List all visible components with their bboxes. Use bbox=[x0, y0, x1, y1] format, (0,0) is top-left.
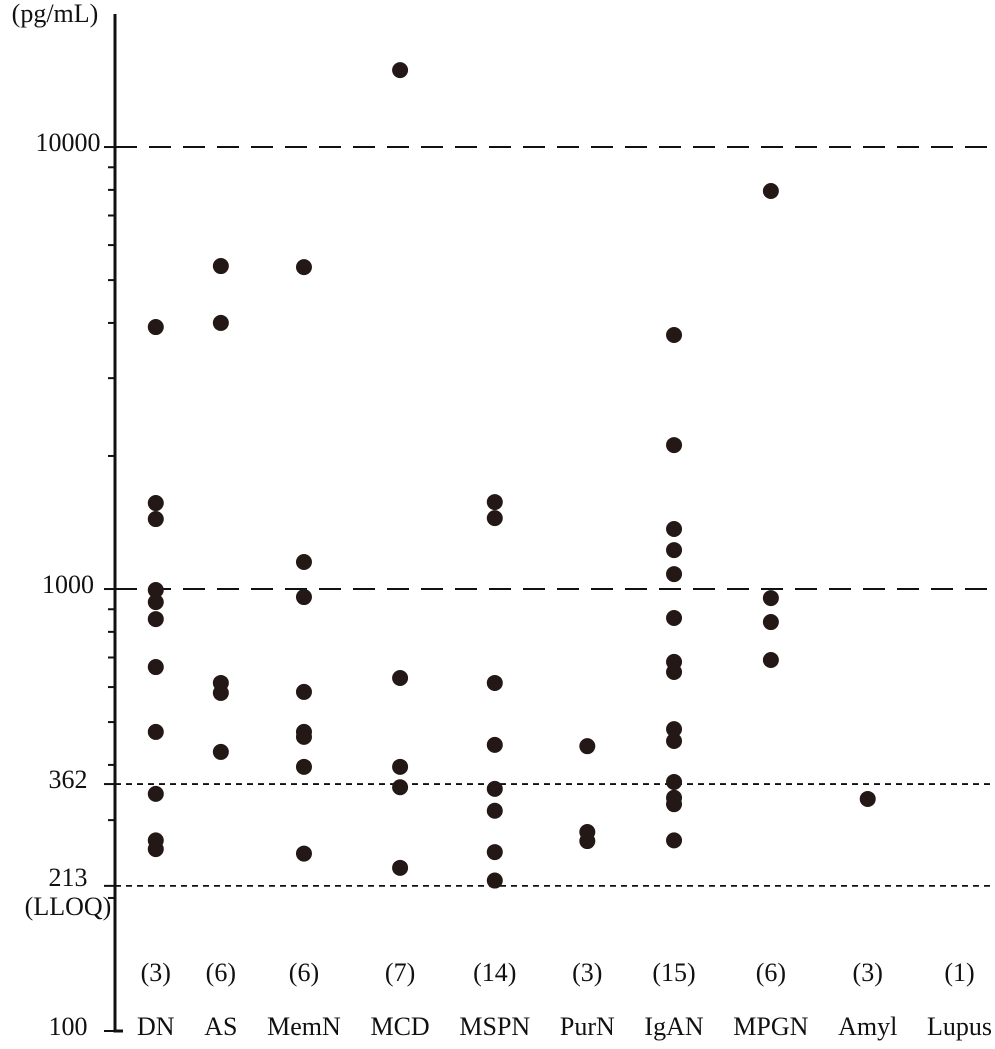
dot bbox=[666, 327, 683, 344]
dot bbox=[666, 609, 683, 626]
dot bbox=[486, 844, 503, 861]
dot bbox=[666, 832, 683, 849]
dot bbox=[295, 683, 312, 700]
dot bbox=[579, 738, 596, 755]
dot bbox=[147, 841, 164, 858]
dot bbox=[295, 554, 312, 571]
dot bbox=[147, 659, 164, 676]
dot bbox=[147, 495, 164, 512]
x-tick-label: MPGN bbox=[733, 1012, 808, 1041]
dot bbox=[486, 494, 503, 511]
dot bbox=[147, 785, 164, 802]
dot bbox=[666, 566, 683, 583]
dot bbox=[147, 611, 164, 628]
n-label: (1) bbox=[944, 958, 974, 987]
x-tick-label: MemN bbox=[267, 1012, 341, 1041]
x-tick-label: AS bbox=[204, 1012, 237, 1041]
dot bbox=[579, 833, 596, 850]
dot bbox=[212, 684, 229, 701]
n-label: (15) bbox=[652, 958, 695, 987]
dot bbox=[212, 314, 229, 331]
x-tick-label: PurN bbox=[560, 1012, 615, 1041]
n-label: (6) bbox=[206, 958, 236, 987]
dot bbox=[486, 736, 503, 753]
dot bbox=[666, 796, 683, 813]
dot bbox=[295, 728, 312, 745]
x-tick-label: MCD bbox=[370, 1012, 429, 1041]
dot bbox=[762, 590, 779, 607]
dot bbox=[392, 62, 409, 79]
dot bbox=[666, 721, 683, 738]
y-tick-label: 213 (LLOQ) bbox=[25, 863, 112, 921]
dot bbox=[666, 542, 683, 559]
dot bbox=[486, 510, 503, 527]
dot bbox=[486, 802, 503, 819]
dot bbox=[762, 651, 779, 668]
x-tick-label: Lupus bbox=[927, 1012, 992, 1041]
dot bbox=[666, 664, 683, 681]
dot bbox=[295, 259, 312, 276]
dot bbox=[147, 594, 164, 611]
y-tick-label: 100 bbox=[49, 1012, 88, 1041]
dot bbox=[666, 733, 683, 750]
n-label: (14) bbox=[473, 958, 516, 987]
dot bbox=[147, 723, 164, 740]
dot bbox=[392, 670, 409, 687]
y-tick-label: 362 bbox=[49, 765, 88, 794]
dot bbox=[295, 589, 312, 606]
dot bbox=[147, 319, 164, 336]
x-tick-label: Amyl bbox=[838, 1012, 897, 1041]
dot bbox=[392, 859, 409, 876]
x-tick-label: MSPN bbox=[459, 1012, 530, 1041]
n-label: (6) bbox=[289, 958, 319, 987]
dot bbox=[859, 790, 876, 807]
x-tick-label: DN bbox=[137, 1012, 175, 1041]
dot bbox=[486, 780, 503, 797]
dot bbox=[212, 258, 229, 275]
dot bbox=[666, 521, 683, 538]
y-tick-label: 1000 bbox=[42, 570, 94, 599]
dot bbox=[486, 872, 503, 889]
n-label: (3) bbox=[853, 958, 883, 987]
y-unit: (pg/mL) bbox=[12, 0, 99, 28]
dot bbox=[762, 614, 779, 631]
y-tick-label: 10000 bbox=[36, 128, 101, 157]
dot bbox=[295, 845, 312, 862]
dot bbox=[147, 581, 164, 598]
dot bbox=[392, 758, 409, 775]
dot bbox=[295, 758, 312, 775]
n-label: (3) bbox=[572, 958, 602, 987]
dot bbox=[212, 743, 229, 760]
dot bbox=[147, 511, 164, 528]
dot bbox=[392, 779, 409, 796]
dot bbox=[486, 674, 503, 691]
n-label: (7) bbox=[385, 958, 415, 987]
dot bbox=[666, 773, 683, 790]
n-label: (3) bbox=[141, 958, 171, 987]
dot bbox=[666, 437, 683, 454]
n-label: (6) bbox=[756, 958, 786, 987]
x-tick-label: IgAN bbox=[644, 1012, 703, 1041]
dot bbox=[762, 183, 779, 200]
